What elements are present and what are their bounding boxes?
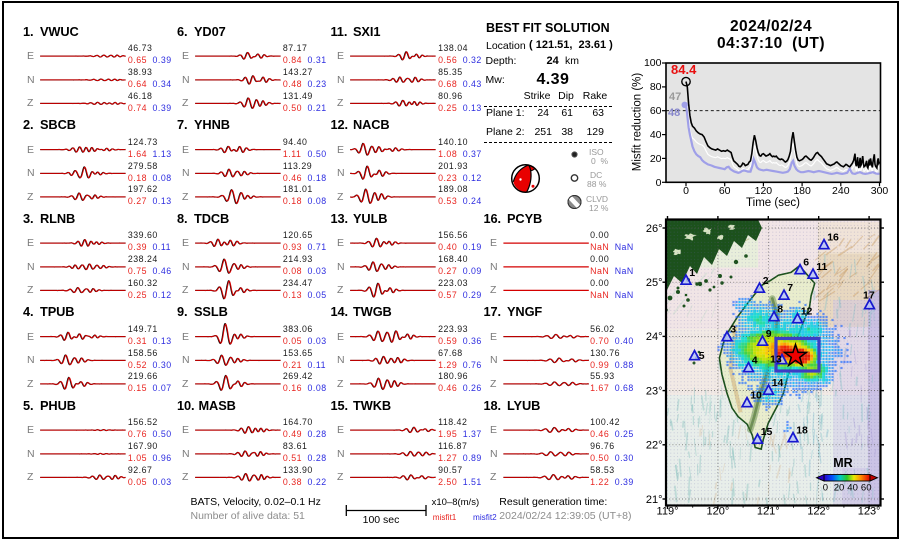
svg-text:24°: 24° — [646, 331, 663, 343]
svg-text:119°: 119° — [657, 506, 679, 518]
svg-text:11: 11 — [816, 261, 827, 273]
svg-text:3: 3 — [730, 324, 736, 336]
svg-text:MR: MR — [833, 456, 852, 470]
svg-text:18: 18 — [796, 425, 808, 437]
svg-text:120°: 120° — [707, 506, 730, 518]
svg-text:21°: 21° — [646, 494, 663, 506]
svg-text:5: 5 — [699, 350, 705, 362]
svg-text:7: 7 — [787, 282, 793, 294]
svg-text:14: 14 — [772, 377, 784, 389]
svg-text:123°: 123° — [858, 506, 881, 518]
svg-text:40: 40 — [847, 483, 858, 494]
svg-text:6: 6 — [803, 257, 809, 269]
svg-text:9: 9 — [766, 328, 772, 340]
svg-text:12: 12 — [801, 306, 813, 318]
svg-text:22°: 22° — [646, 440, 663, 452]
svg-text:2: 2 — [763, 275, 769, 287]
svg-text:8: 8 — [777, 304, 783, 316]
svg-text:20: 20 — [834, 483, 845, 494]
svg-text:17: 17 — [863, 290, 875, 302]
svg-text:23°: 23° — [646, 385, 663, 397]
svg-text:122°: 122° — [807, 506, 830, 518]
svg-text:10: 10 — [750, 390, 762, 402]
svg-text:1: 1 — [689, 267, 695, 279]
svg-text:26°: 26° — [646, 223, 663, 235]
svg-text:16: 16 — [827, 232, 839, 244]
svg-text:121°: 121° — [757, 506, 780, 518]
svg-text:0: 0 — [823, 483, 828, 494]
svg-text:15: 15 — [761, 426, 773, 438]
svg-text:13: 13 — [770, 354, 782, 366]
svg-text:4: 4 — [752, 355, 758, 367]
svg-text:25°: 25° — [646, 277, 663, 289]
svg-text:60: 60 — [861, 483, 872, 494]
